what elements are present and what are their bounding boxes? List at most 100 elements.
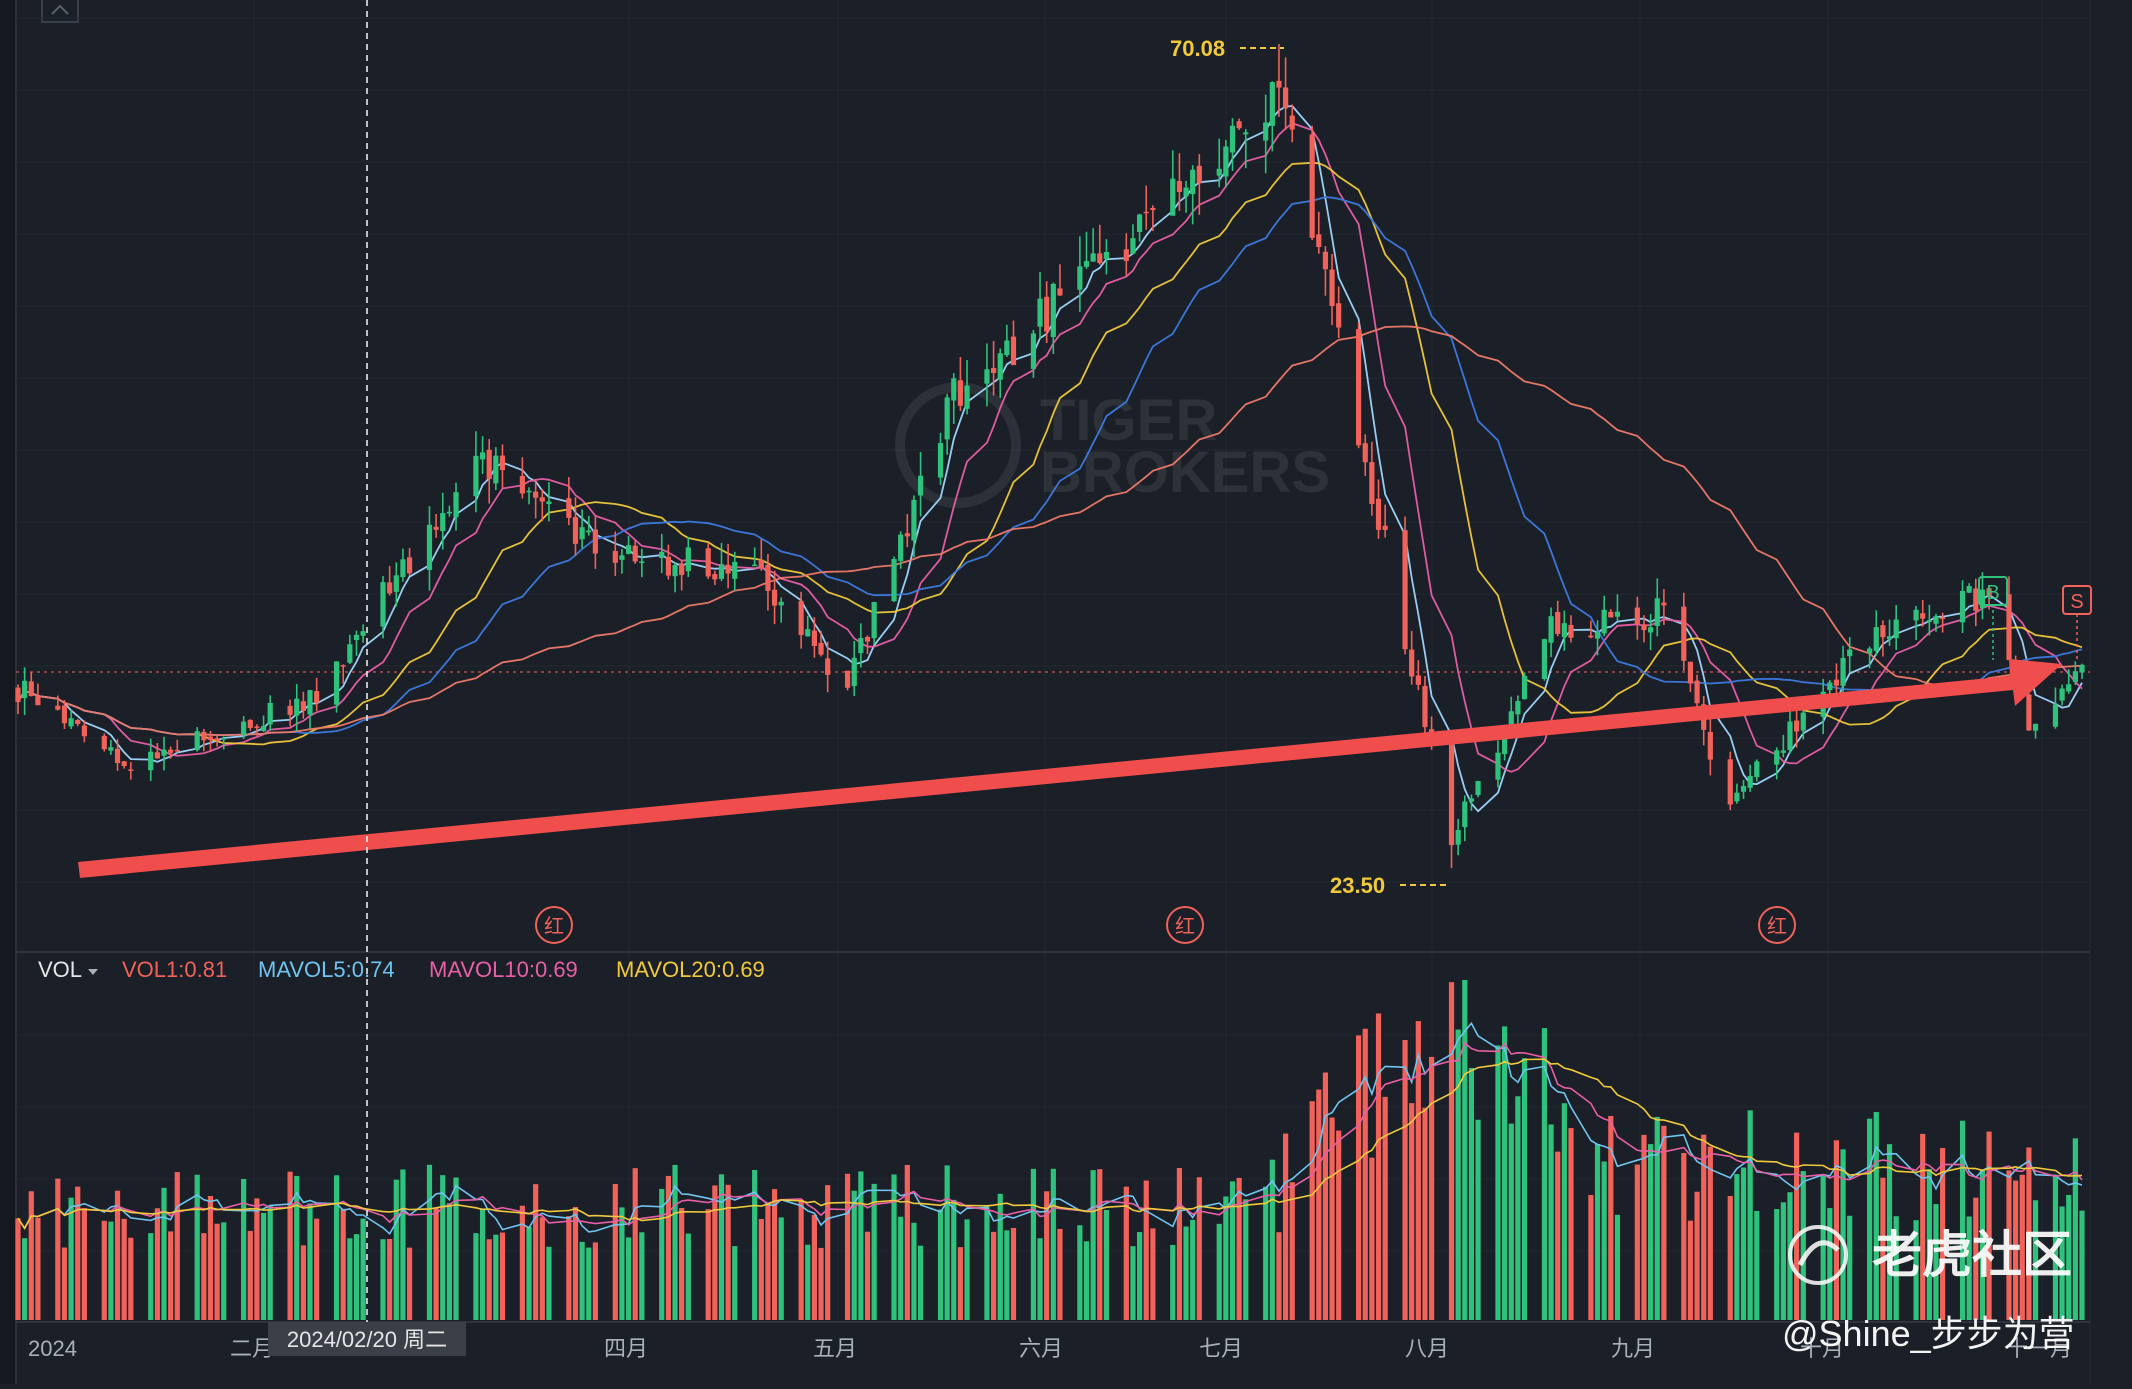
crosshair-date: 2024/02/20 周二	[287, 1327, 447, 1352]
candle-body	[990, 368, 997, 374]
volume-bar	[1170, 1244, 1176, 1320]
volume-bar	[2072, 1138, 2078, 1320]
volume-label[interactable]: VOL	[38, 957, 82, 982]
volume-bar	[1654, 1116, 1660, 1320]
candle-body	[871, 602, 877, 639]
volume-bar	[1940, 1148, 1946, 1320]
volume-bar	[1409, 1103, 1415, 1320]
mavol5-line	[17, 1021, 2083, 1236]
candle-body	[406, 557, 413, 574]
volume-bar	[625, 1237, 632, 1320]
candle-body	[811, 630, 817, 647]
volume-bar	[1508, 1123, 1514, 1320]
volume-bar	[121, 1218, 127, 1320]
dropdown-caret-icon[interactable]	[88, 969, 98, 975]
volume-bar	[997, 1193, 1003, 1320]
candle-body	[1316, 234, 1322, 248]
candle-body	[964, 385, 970, 409]
candle-body	[433, 526, 439, 530]
candle-body	[898, 534, 904, 561]
volume-bar	[1283, 1133, 1289, 1320]
candle-body	[519, 475, 525, 494]
red-marker[interactable]: 红	[1166, 906, 1204, 944]
candle-body	[1508, 711, 1514, 729]
collapse-icon[interactable]	[41, 0, 79, 23]
volume-bar	[453, 1177, 459, 1320]
volume-bar	[1800, 1171, 1806, 1320]
mavol10-value: MAVOL10:0.69	[429, 957, 578, 982]
volume-bar	[426, 1164, 433, 1320]
volume-bar	[685, 1233, 691, 1320]
volume-bar	[294, 1175, 300, 1320]
volume-bar	[1422, 1107, 1428, 1320]
candle-body	[1103, 251, 1110, 259]
candle-body	[1893, 619, 1899, 639]
candle-body	[214, 738, 220, 741]
volume-bar	[672, 1164, 678, 1320]
candle-body	[1223, 146, 1229, 177]
candle-body	[15, 687, 21, 702]
candle-body	[1448, 744, 1455, 846]
volume-bar	[1521, 1058, 1528, 1320]
volume-bar	[1986, 1131, 1992, 1320]
x-tick-label: 七月	[1199, 1336, 1243, 1361]
buy-marker[interactable]: B	[1978, 576, 2008, 660]
candle-body	[55, 705, 61, 710]
red-marker[interactable]: 红	[535, 906, 573, 944]
volume-bar	[1130, 1246, 1136, 1320]
candle-body	[1707, 731, 1713, 760]
x-tick-label: 九月	[1611, 1336, 1655, 1361]
sell-marker[interactable]: S	[2062, 585, 2092, 660]
volume-bar	[858, 1171, 864, 1320]
candle-body	[718, 564, 725, 579]
volume-bar	[1568, 1128, 1574, 1320]
candle-body	[393, 575, 399, 592]
candle-body	[440, 513, 446, 532]
candle-body	[679, 563, 685, 575]
candle-body	[844, 670, 851, 688]
volume-bar	[2052, 1174, 2059, 1320]
volume-bar	[1541, 1028, 1548, 1320]
volume-bar	[1216, 1223, 1222, 1320]
candle-body	[1276, 80, 1282, 88]
candle-body	[1986, 588, 1992, 597]
volume-bar	[1336, 1130, 1342, 1320]
candle-body	[951, 378, 957, 401]
candle-body	[1827, 682, 1833, 691]
candle-body	[1734, 792, 1740, 802]
volume-bar	[1966, 1216, 1972, 1320]
volume-bar	[168, 1231, 174, 1320]
volume-bar	[1429, 1056, 1435, 1320]
candle-body	[1654, 598, 1660, 627]
candle-body	[612, 551, 618, 563]
candle-body	[798, 601, 804, 636]
volume-bar	[440, 1175, 446, 1320]
volume-bar	[499, 1232, 506, 1320]
candle-body	[2032, 723, 2039, 731]
candle-body	[1754, 761, 1760, 778]
candle-body	[61, 705, 68, 724]
volume-bar	[241, 1178, 247, 1320]
candle-body	[1150, 207, 1156, 211]
candle-body	[161, 749, 167, 756]
candle-body	[825, 658, 831, 675]
candle-body	[493, 455, 499, 484]
candle-body	[592, 529, 598, 554]
volume-bar	[1097, 1169, 1103, 1320]
candle-body	[1555, 612, 1561, 634]
candle-body	[1521, 675, 1528, 700]
candle-body	[28, 681, 34, 697]
volume-bar	[533, 1184, 539, 1320]
x-tick-label: 六月	[1019, 1336, 1063, 1361]
candle-body	[387, 582, 393, 594]
volume-bar	[1276, 1232, 1282, 1320]
volume-bar	[2019, 1174, 2025, 1320]
candle-body	[672, 565, 678, 577]
candle-body	[1787, 721, 1793, 751]
volume-bar	[665, 1175, 671, 1320]
candle-body	[639, 561, 645, 564]
red-marker[interactable]: 红	[1758, 906, 1796, 944]
watermark-handle: @Shine_步步为营	[1782, 1313, 2075, 1354]
candle-body	[1979, 589, 1986, 608]
candle-body	[194, 731, 200, 751]
